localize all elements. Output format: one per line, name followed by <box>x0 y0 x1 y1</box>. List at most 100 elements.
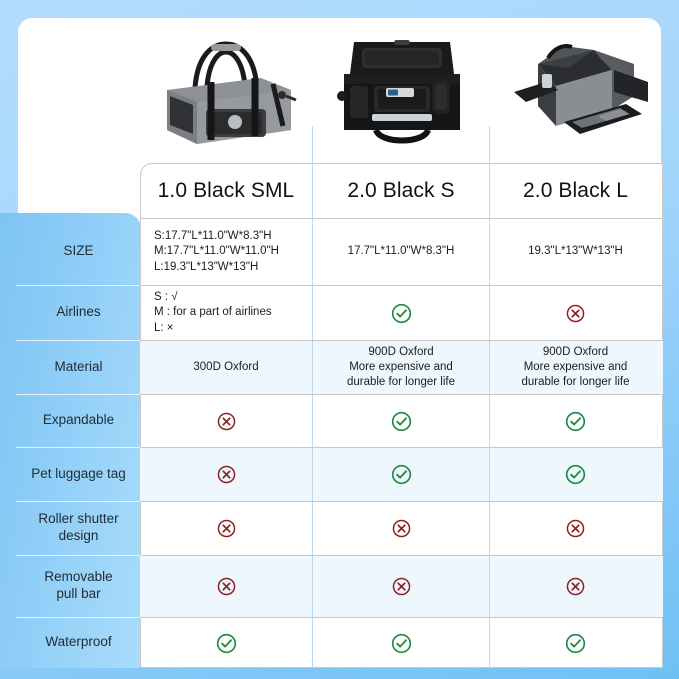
cell-line: 19.3"L*13"W*13"H <box>528 245 623 258</box>
cell-line: 900D Oxford <box>368 345 434 358</box>
cell-waterproof-col3 <box>489 618 661 668</box>
cell-text: 300D Oxford <box>193 360 258 375</box>
check-icon <box>390 632 413 655</box>
check-icon <box>564 410 587 433</box>
table-row-removable-pull-bar <box>140 555 663 617</box>
product-header-3: 2.0 Black L <box>489 163 661 218</box>
cross-icon <box>216 518 237 539</box>
cross-icon <box>565 518 586 539</box>
cell-line: 300D Oxford <box>193 360 259 373</box>
sidebar-label-pet-luggage-tag: Pet luggage tag <box>0 447 141 501</box>
product-image-row <box>18 20 663 166</box>
cell-text: S:17.7"L*11.0"W*8.3"H M:17.7"L*11.0"W*11.… <box>154 229 279 275</box>
cell-pet-luggage-tag-col3 <box>489 448 661 501</box>
sidebar-label-line: Pet luggage tag <box>31 465 126 481</box>
product-header-1: 1.0 Black SML <box>157 178 295 202</box>
cell-line: L:19.3"L*13"W*13"H <box>154 260 259 273</box>
check-icon <box>564 463 587 486</box>
cross-icon <box>216 464 237 485</box>
sidebar-label-line: Waterproof <box>45 634 112 650</box>
cell-airlines-col3 <box>489 286 661 340</box>
cell-size-col2: 17.7"L*11.0"W*8.3"H <box>312 219 489 285</box>
sidebar-label-expandable: Expandable <box>0 394 141 447</box>
cell-expandable-col3 <box>489 395 661 447</box>
cell-size-col1: S:17.7"L*11.0"W*8.3"H M:17.7"L*11.0"W*11.… <box>140 219 312 285</box>
cell-text: 900D Oxford More expensive and durable for… <box>521 345 629 391</box>
feature-label-sidebar: SIZE Airlines Material Expandable Pet luggag… <box>0 213 141 668</box>
cell-line: M:17.7"L*11.0"W*11.0"H <box>154 245 279 258</box>
sidebar-label-airlines: Airlines <box>0 285 141 340</box>
cell-removable-pull-bar-col3 <box>489 556 661 617</box>
cell-removable-pull-bar-col1 <box>140 556 312 617</box>
sidebar-label-line: SIZE <box>63 243 94 259</box>
cross-icon <box>565 303 586 324</box>
cell-text: 900D Oxford More expensive and durable for… <box>347 345 455 391</box>
sidebar-label-line: pull bar <box>56 586 101 601</box>
check-icon <box>390 302 413 325</box>
cell-text: 17.7"L*11.0"W*8.3"H <box>348 244 455 259</box>
check-icon <box>390 410 413 433</box>
cell-airlines-col1: S : √ M : for a part of airlines L: × <box>140 286 312 340</box>
cell-line: More expensive and <box>523 360 628 373</box>
table-header-row: 1.0 Black SML 2.0 Black S 2.0 Black L <box>140 163 663 218</box>
cell-line: 900D Oxford <box>542 345 609 358</box>
cell-removable-pull-bar-col2 <box>312 556 489 617</box>
sidebar-label-line: design <box>58 528 99 543</box>
sidebar-label-removable-pull-bar: Removable pull bar <box>0 555 141 617</box>
table-row-waterproof <box>140 617 663 668</box>
cell-material-col2: 900D Oxford More expensive and durable for… <box>312 341 489 394</box>
cell-expandable-col1 <box>140 395 312 447</box>
sidebar-label-line: Removable <box>44 569 113 585</box>
cell-line: More expensive and <box>349 360 453 373</box>
sidebar-label-line: Material <box>54 358 103 374</box>
cell-roller-shutter-design-col3 <box>489 502 661 555</box>
cross-icon <box>391 576 412 597</box>
cell-line: S:17.7"L*11.0"W*8.3"H <box>154 230 272 243</box>
sidebar-label-waterproof: Waterproof <box>0 617 141 668</box>
cell-waterproof-col2 <box>312 618 489 668</box>
cell-text: 19.3"L*13"W*13"H <box>528 244 623 259</box>
table-row-material: 300D Oxford 900D Oxford More expensive and… <box>140 340 663 394</box>
cell-line: L: × <box>154 321 174 334</box>
sidebar-label-size: SIZE <box>0 218 141 285</box>
table-row-pet-luggage-tag <box>140 447 663 501</box>
cell-waterproof-col1 <box>140 618 312 668</box>
cell-roller-shutter-design-col1 <box>140 502 312 555</box>
check-icon <box>215 632 238 655</box>
cell-size-col3: 19.3"L*13"W*13"H <box>489 219 661 285</box>
table-row-expandable <box>140 394 663 447</box>
cell-material-col3: 900D Oxford More expensive and durable for… <box>489 341 661 394</box>
product-image-2-0-black-s <box>314 20 490 165</box>
check-icon <box>390 463 413 486</box>
cell-line: 17.7"L*11.0"W*8.3"H <box>347 245 455 258</box>
sidebar-label-line: Expandable <box>42 412 115 428</box>
cross-icon <box>565 576 586 597</box>
comparison-table: 1.0 Black SML 2.0 Black S 2.0 Black L S:17.… <box>140 163 663 668</box>
table-row-roller-shutter-design <box>140 501 663 555</box>
cross-icon <box>216 576 237 597</box>
cell-expandable-col2 <box>312 395 489 447</box>
cell-line: durable for longer life <box>346 376 456 389</box>
cell-text: S : √ M : for a part of airlines L: × <box>154 290 272 336</box>
product-header-2: 2.0 Black S <box>312 163 489 218</box>
check-icon <box>564 632 587 655</box>
cross-icon <box>391 518 412 539</box>
product-image-2-0-black-l <box>492 20 662 165</box>
image-divider-1 <box>312 126 313 166</box>
cell-airlines-col2 <box>312 286 489 340</box>
cell-line: durable for longer life <box>521 376 630 389</box>
cell-line: S : √ <box>154 291 178 304</box>
cell-pet-luggage-tag-col1 <box>140 448 312 501</box>
sidebar-label-line: Airlines <box>56 304 101 320</box>
cell-pet-luggage-tag-col2 <box>312 448 489 501</box>
cell-material-col1: 300D Oxford <box>140 341 312 394</box>
cell-roller-shutter-design-col2 <box>312 502 489 555</box>
sidebar-label-roller-shutter-design: Roller shutter design <box>0 501 141 555</box>
sidebar-label-line: Roller shutter <box>38 511 119 527</box>
table-row-airlines: S : √ M : for a part of airlines L: × <box>140 285 663 340</box>
cell-line: M : for a part of airlines <box>154 306 272 319</box>
cross-icon <box>216 411 237 432</box>
image-divider-2 <box>489 126 490 166</box>
product-image-1-0-black-sml <box>140 20 312 165</box>
